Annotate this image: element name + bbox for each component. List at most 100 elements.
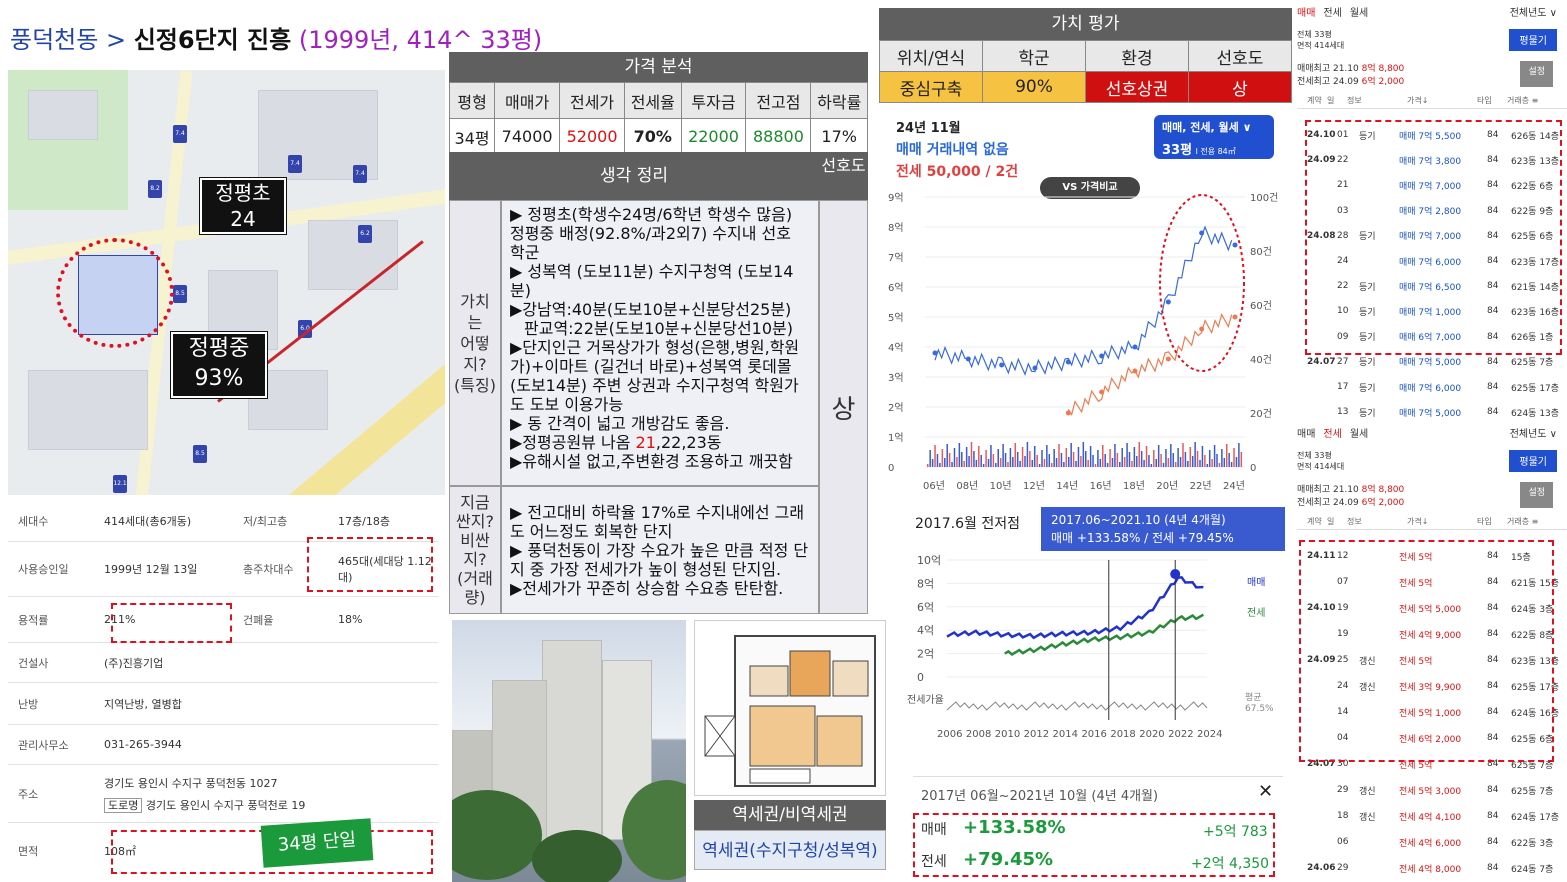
volume-bar	[1104, 454, 1106, 467]
transaction-row[interactable]: 24 매매 7억 6,000 84 623동 17층	[1337, 256, 1560, 268]
volume-bar	[1148, 455, 1150, 467]
info-row: 관리사무소 031-265-3944	[8, 725, 438, 765]
volume-bar	[1065, 448, 1068, 467]
volume-bar	[927, 464, 929, 467]
size-badge: 34평 단일	[260, 818, 374, 868]
price-chart-history-plot: 10억 8억 6억 4억 2억 0 2006 2008 2010 2012 2014 2016 2018…	[907, 554, 1274, 740]
volume-bar	[1225, 444, 1228, 467]
price-analysis-table: 평형 매매가 전세가 전세율 투자금 전고점 하락률 34평 74000 52000 70%…	[448, 82, 868, 155]
y-tick-label: 8억	[888, 222, 904, 234]
volume-bar	[1004, 453, 1007, 467]
volume-bar	[1063, 462, 1065, 467]
volume-bar	[1082, 442, 1085, 467]
y2-tick-label: 0	[1250, 463, 1256, 474]
series-point-전세	[1099, 389, 1105, 395]
avg-label: 평균	[1245, 692, 1262, 703]
volume-bar	[1114, 444, 1116, 467]
building-photo	[452, 620, 686, 882]
volume-bar	[941, 449, 944, 467]
volume-bar	[1085, 451, 1087, 467]
y-tick-label: 6억	[917, 601, 934, 614]
y-tick-label: 0	[917, 671, 924, 684]
transaction-row[interactable]: 21 매매 7억 7,000 84 622동 6층	[1337, 180, 1554, 192]
info-row-address: 주소 경기도 용인시 수지구 풍덕천동 1027 도로명 경기도 용인시 수지구 …	[8, 765, 438, 823]
volume-bar	[970, 442, 973, 467]
volume-bar	[1196, 451, 1199, 467]
volume-bar	[1223, 458, 1226, 467]
volume-bar	[946, 444, 948, 467]
compare-button[interactable]: VS 가격비교	[1040, 177, 1140, 199]
transaction-row[interactable]: 24.07 27 등기 매매 7억 5,000 84 625동 7층	[1307, 356, 1554, 369]
volume-bar	[975, 460, 978, 467]
trade-filter-button[interactable]: 매매, 전세, 월세 ∨ 33평 l 전용 84㎡	[1154, 115, 1274, 159]
map-view[interactable]: 7.4 7.4 6.2 8.2 7.4 6.0 8.5 8.5 12.1 정평초…	[8, 70, 445, 495]
transaction-row[interactable]: 13 등기 매매 7억 5,000 84 624동 13층	[1337, 407, 1560, 419]
x-tick-label: 14년	[1056, 480, 1078, 492]
volume-bar	[1199, 460, 1201, 467]
transaction-row[interactable]: 19 전세 4억 9,000 84 622동 8층	[1337, 629, 1554, 641]
transaction-row[interactable]: 24.11 12 전세 5억 84 15층	[1307, 551, 1531, 563]
volume-bar	[1150, 464, 1153, 467]
transaction-row[interactable]: 24 갱신 전세 3억 9,900 84 625동 17층	[1337, 681, 1560, 693]
transaction-row[interactable]: 24.09 25 갱신 전세 5억 84 623동 13층	[1307, 655, 1560, 667]
volume-bar	[1182, 443, 1184, 467]
volume-bar	[1174, 462, 1177, 467]
volume-bar	[1157, 445, 1160, 467]
transaction-row[interactable]: 04 전세 6억 2,000 84 625동 6층	[1337, 733, 1554, 745]
volume-bar	[1080, 456, 1082, 467]
y2-tick-label: 20건	[1250, 408, 1272, 420]
transaction-row[interactable]: 03 매매 7억 2,800 84 622동 9층	[1337, 205, 1554, 218]
value-notes: ▶ 정평초(학생수24명/6학년 학생수 많음) 정평중 배정(92.8%/과2…	[501, 200, 819, 486]
price-chart-long-plot: 9억 8억 7억 6억 5억 4억 3억 2억 1억 0 100건 80건 60건 40건 20건 0 06년 0…	[888, 192, 1278, 492]
transaction-row[interactable]: 24.07 30 전세 5억 84 625동 7층	[1307, 759, 1554, 771]
volume-bar	[1072, 452, 1075, 467]
thoughts-title: 생각 정리	[449, 152, 819, 200]
transaction-row[interactable]: 22 등기 매매 7억 6,500 84 621동 14층	[1337, 281, 1560, 293]
avg-value: 67.5%	[1245, 704, 1274, 714]
y-tick-label: 6억	[888, 282, 904, 294]
close-icon[interactable]: ✕	[1258, 781, 1274, 802]
volume-bar	[936, 454, 939, 467]
transaction-row[interactable]: 06 전세 4억 6,000 84 622동 3층	[1337, 837, 1554, 849]
transaction-row[interactable]: 24.10 19 전세 5억 5,000 84 624동 3층	[1307, 603, 1554, 615]
series-point-매매	[1199, 230, 1205, 236]
transaction-row[interactable]: 24.09 22 매매 7억 3,800 84 623동 13층	[1307, 155, 1560, 167]
volume-bar	[1213, 445, 1216, 467]
volume-bar	[961, 452, 963, 467]
series-line-매매	[946, 576, 1204, 640]
transaction-row[interactable]: 18 갱신 전세 4억 4,100 84 624동 17층	[1337, 811, 1560, 823]
tx1-header: 매매 전세 월세 전체년도 ∨ 전체 33평 면적 414세대 평물기 매매최고 21.1…	[1297, 4, 1567, 109]
volume-bar	[1026, 442, 1029, 467]
volume-bar	[1012, 457, 1014, 467]
volume-bar	[1016, 452, 1019, 467]
volume-bar	[1177, 448, 1179, 467]
volume-bar	[1155, 459, 1157, 467]
price-chart-history[interactable]: 2017.6월 전저점 2017.06~2021.10 (4년 4개월) 매매 …	[907, 505, 1285, 775]
title-complex: 신정6단지 진흥	[133, 26, 292, 54]
x-tick-label: 2020	[1139, 729, 1164, 740]
transaction-row[interactable]: 29 갱신 전세 5억 3,000 84 625동 7층	[1337, 785, 1554, 797]
transaction-row[interactable]: 24.08 28 등기 매매 7억 7,000 84 625동 6층	[1307, 230, 1554, 243]
transaction-row[interactable]: 07 전세 5억 84 621동 15층	[1337, 577, 1560, 589]
transaction-row[interactable]: 14 전세 5억 1,000 84 624동 16층	[1337, 707, 1560, 719]
transaction-row[interactable]: 17 등기 매매 7억 6,000 84 625동 17층	[1337, 382, 1560, 394]
volume-bar	[1055, 458, 1058, 467]
volume-bar	[1194, 442, 1196, 467]
volume-bar	[1119, 462, 1121, 467]
transaction-row[interactable]: 09 등기 매매 6억 7,000 84 626동 1층	[1337, 331, 1554, 344]
volume-bar	[1060, 453, 1063, 467]
price-chart-long[interactable]: 24년 11월 매매 거래내역 없음 전세 50,000 / 2건 매매, 전세…	[880, 105, 1285, 505]
volume-bar	[1048, 454, 1051, 467]
volume-bar	[1046, 445, 1048, 467]
volume-bar	[1050, 463, 1053, 467]
x-tick-label: 16년	[1090, 480, 1112, 492]
peak-point	[1170, 569, 1181, 580]
transaction-row[interactable]: 10 등기 매매 7억 1,000 84 623동 16층	[1337, 306, 1560, 318]
transaction-row[interactable]: 24.10 01 등기 매매 7억 5,500 84 626동 14층	[1307, 130, 1560, 142]
complex-highlight-circle	[56, 238, 174, 348]
volume-bar	[1170, 444, 1172, 467]
transaction-row[interactable]: 24.06 29 전세 4억 8,000 84 624동 7층	[1307, 863, 1554, 875]
x-tick-label: 08년	[956, 480, 978, 492]
series-point-매매	[932, 350, 938, 356]
info-row: 사용승인일 1999년 12월 13일 총주차대수 465대(세대당 1.12대)	[8, 542, 438, 597]
